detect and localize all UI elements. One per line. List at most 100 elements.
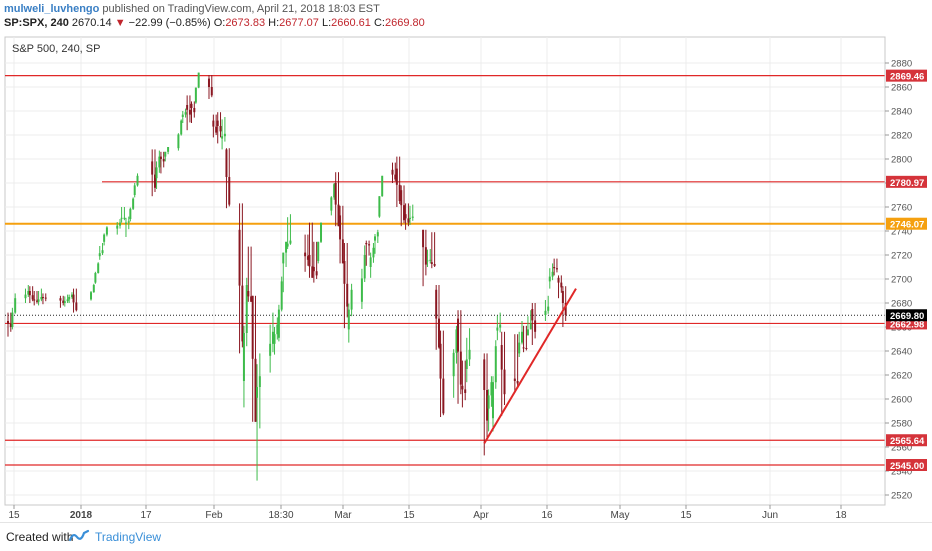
candle-body (33, 299, 36, 301)
candle-body (551, 271, 554, 277)
candle-body (483, 359, 486, 390)
candle-body (285, 241, 288, 253)
candle-body (317, 241, 320, 261)
tradingview-brand[interactable]: TradingView (95, 530, 162, 544)
candle-body (486, 390, 489, 421)
trendline-layer (483, 288, 577, 444)
x-tick-label: Apr (473, 510, 489, 521)
candle-body (347, 309, 350, 330)
candle-body (548, 276, 551, 282)
candle-body (124, 222, 127, 224)
candle-body (194, 87, 197, 103)
x-tick-label: 15 (680, 510, 692, 521)
candle-body (426, 260, 429, 262)
candle-body (560, 282, 563, 288)
candle-body (363, 255, 366, 279)
y-tick-label: 2720 (891, 251, 912, 262)
y-tick-label: 2860 (891, 83, 912, 94)
candle-body (513, 378, 516, 381)
price-labels: 2869.46 2780.97 2746.07 2662.98 2565.64 2545.… (886, 69, 927, 472)
candle-body (14, 298, 17, 313)
tradingview-logo-icon[interactable] (68, 529, 90, 543)
candle-body (311, 266, 314, 278)
candle-body (28, 291, 31, 296)
candle-body (372, 247, 375, 258)
current-price-label-bg (886, 309, 927, 322)
candle-body (494, 346, 497, 383)
candle-body (437, 318, 440, 348)
x-tick-label: 15 (8, 510, 20, 521)
candle-body (90, 292, 93, 300)
candle-body (564, 303, 567, 315)
open-label: O: (213, 17, 226, 29)
candle-body (62, 300, 65, 303)
candle-body (491, 382, 494, 419)
candle-body (521, 331, 523, 343)
candle-body (496, 327, 499, 331)
publish-info: mulweli_luvhengo published on TradingVie… (4, 3, 380, 15)
candles (7, 72, 567, 481)
open-value: 2673.83 (225, 17, 266, 29)
candle-body (136, 175, 139, 186)
y-tick-label: 2880 (891, 59, 912, 70)
candle-body (430, 262, 433, 264)
candle-body (339, 215, 342, 240)
x-tick-label: Mar (334, 510, 352, 521)
candle-body (442, 378, 445, 414)
candle-body (422, 229, 425, 248)
candle-body (394, 174, 397, 180)
last-price: 2670.14 (71, 17, 112, 29)
created-with-text: Created with (6, 530, 74, 544)
candle-body (242, 333, 245, 381)
level-price-label: 2869.46 (890, 72, 924, 83)
candle-body (250, 296, 253, 302)
candle-body (547, 306, 550, 311)
candle-body (167, 147, 170, 152)
price-change: −22.99 (−0.85%) (128, 17, 211, 29)
candle-body (215, 126, 218, 133)
publish-text: published on TradingView.com, April 21, … (102, 3, 380, 15)
candle-body (315, 271, 318, 276)
candle-body (381, 175, 384, 197)
price-chart[interactable]: 2520254025602580260026202640266026802700… (0, 0, 932, 522)
author-name[interactable]: mulweli_luvhengo (4, 3, 100, 15)
candle-body (155, 167, 158, 179)
level-price-label: 2545.00 (890, 461, 924, 472)
level-price-label-bg (886, 434, 927, 447)
candle-body (40, 297, 43, 300)
horizontal-levels (5, 75, 885, 466)
candle-body (63, 301, 66, 303)
level-price-label: 2746.07 (890, 220, 924, 231)
candle-body (94, 273, 97, 283)
candle-body (459, 351, 462, 385)
grid (5, 37, 885, 505)
candle-body (337, 204, 340, 227)
candle-body (245, 285, 248, 333)
candle-body (499, 324, 502, 328)
candle-body (219, 126, 222, 132)
candle-body (127, 221, 130, 223)
candle-body (251, 295, 254, 359)
candle-body (31, 295, 34, 300)
candle-body (534, 320, 537, 332)
y-tick-label: 2520 (891, 491, 912, 502)
candle-body (11, 312, 14, 327)
candle-body (461, 385, 464, 390)
candle-body (119, 222, 122, 226)
footer: Created with TradingView (0, 522, 932, 551)
candle-body (186, 105, 189, 110)
candle-body (306, 256, 309, 260)
candle-body (225, 149, 228, 177)
y-tick-label: 2580 (891, 419, 912, 430)
y-tick-label: 2620 (891, 371, 912, 382)
candle-body (273, 334, 276, 344)
candle-body (105, 227, 108, 235)
candle-body (343, 261, 346, 284)
candle-body (455, 329, 458, 353)
candle-body (526, 329, 529, 336)
candle-body (333, 184, 336, 198)
candle-body (320, 222, 323, 242)
x-tick-label: 18 (835, 510, 847, 521)
candle-body (75, 302, 78, 311)
candle-body (518, 342, 521, 354)
